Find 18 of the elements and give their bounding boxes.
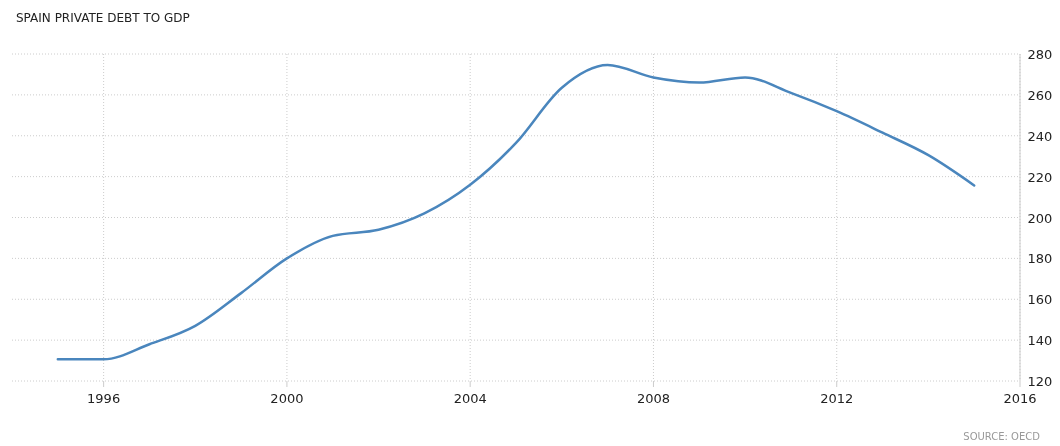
y-tick-label: 240 <box>1027 128 1053 144</box>
y-tick-label: 160 <box>1027 292 1053 308</box>
chart-title: SPAIN PRIVATE DEBT TO GDP <box>16 11 190 25</box>
x-tick-label: 2012 <box>820 391 854 406</box>
x-tick-label: 2008 <box>636 391 670 406</box>
y-tick-label: 260 <box>1027 87 1053 103</box>
source-note: SOURCE: OECD <box>963 431 1041 442</box>
line-series <box>56 63 976 361</box>
x-tick-label: 2004 <box>453 391 487 406</box>
y-tick-label: 180 <box>1027 251 1053 267</box>
x-tick-label: 2000 <box>270 391 304 406</box>
y-tick-label: 280 <box>1027 47 1053 62</box>
x-tick-label: 2016 <box>1003 391 1037 406</box>
x-tick-label: 1996 <box>87 391 121 406</box>
y-tick-label: 220 <box>1027 169 1053 185</box>
y-tick-label: 200 <box>1027 210 1053 226</box>
y-tick-label: 120 <box>1027 374 1053 389</box>
y-tick-label: 140 <box>1027 333 1053 349</box>
